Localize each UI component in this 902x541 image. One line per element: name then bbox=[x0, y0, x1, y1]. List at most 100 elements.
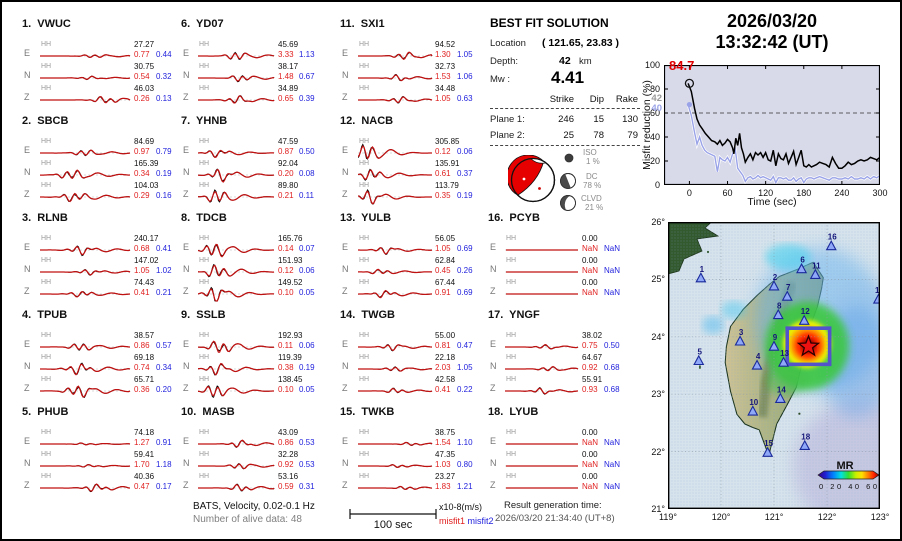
misfit2-value: 0.50 bbox=[604, 341, 620, 350]
station-header: 16. PCYB bbox=[488, 212, 540, 224]
dc-label: DC 78 % bbox=[583, 172, 601, 190]
channel-label: HH bbox=[359, 182, 370, 189]
synthetic-waveform bbox=[198, 340, 275, 353]
misfit1-value: 0.68 bbox=[134, 244, 150, 253]
alive-data-info: Number of alive data: 48 bbox=[193, 514, 302, 525]
y-tick-label: 100 bbox=[644, 60, 660, 70]
station-number: 7. bbox=[181, 115, 191, 127]
component-label: N bbox=[490, 458, 497, 468]
peak-amplitude: 53.16 bbox=[278, 472, 299, 481]
channel-label: HH bbox=[41, 138, 52, 145]
misfit1-value: 0.54 bbox=[134, 72, 150, 81]
component-label: E bbox=[342, 145, 349, 155]
channel-label: HH bbox=[199, 376, 210, 383]
peak-amplitude: 38.75 bbox=[435, 428, 456, 437]
misfit1-value: NaN bbox=[582, 288, 599, 297]
misfit2-value: 1.05 bbox=[457, 363, 473, 372]
component-label: E bbox=[490, 242, 497, 252]
component-label: E bbox=[342, 242, 349, 252]
x-tick-label: 120 bbox=[758, 188, 774, 198]
map-lat-label: 24° bbox=[651, 331, 665, 342]
waveform-trace bbox=[358, 464, 433, 468]
misfit2-value: 0.80 bbox=[457, 460, 473, 469]
colorbar-ticks: 0 20 40 60 bbox=[819, 482, 877, 491]
component-label: N bbox=[342, 458, 349, 468]
component-label: N bbox=[183, 361, 190, 371]
synthetic-waveform bbox=[358, 387, 433, 393]
peak-amplitude: 64.67 bbox=[582, 353, 603, 362]
component-label: Z bbox=[490, 480, 496, 490]
best-solution-marker bbox=[684, 78, 695, 89]
station-header: 15. TWKB bbox=[340, 406, 394, 418]
station-header: 18. LYUB bbox=[488, 406, 538, 418]
station-header: 3. RLNB bbox=[22, 212, 68, 224]
misfit2-value: 0.79 bbox=[156, 147, 172, 156]
synthetic-waveform bbox=[40, 75, 131, 80]
map-station-triangle bbox=[781, 290, 793, 301]
station-number: 14. bbox=[340, 309, 356, 321]
component-label: E bbox=[24, 436, 31, 446]
component-label: N bbox=[342, 70, 349, 80]
channel-label: HH bbox=[506, 376, 517, 383]
component-label: N bbox=[183, 167, 190, 177]
channel-label: HH bbox=[199, 85, 210, 92]
map-station-id: 16 bbox=[828, 233, 837, 242]
channel-label: HH bbox=[359, 376, 370, 383]
col-header-strike: Strike bbox=[549, 94, 574, 105]
iso-label: ISO 1 % bbox=[583, 148, 600, 166]
col-header-dip: Dip bbox=[589, 94, 604, 105]
synthetic-waveform bbox=[40, 169, 131, 180]
synthetic-waveform bbox=[358, 169, 432, 181]
waveform-trace bbox=[40, 245, 131, 257]
synthetic-waveform bbox=[40, 54, 131, 59]
iso-name: ISO bbox=[583, 148, 597, 157]
misfit1-value: 1.70 bbox=[134, 460, 150, 469]
peak-amplitude: 113.79 bbox=[435, 181, 459, 190]
misfit1-value: 0.92 bbox=[278, 460, 294, 469]
waveform-trace bbox=[198, 439, 275, 448]
channel-label: HH bbox=[199, 429, 210, 436]
peak-amplitude: 0.00 bbox=[582, 256, 598, 265]
station-header: 6. YD07 bbox=[181, 18, 224, 30]
misfit2-value: 0.50 bbox=[299, 147, 315, 156]
map-station-triangle bbox=[693, 354, 705, 366]
misfit2-value: 0.20 bbox=[156, 385, 172, 394]
synthetic-waveform bbox=[198, 463, 275, 470]
component-label: N bbox=[24, 70, 31, 80]
component-label: Z bbox=[183, 383, 189, 393]
solution-title: BEST FIT SOLUTION bbox=[490, 16, 609, 30]
map-station-triangle bbox=[747, 405, 759, 416]
misfit1-value: 3.33 bbox=[278, 50, 294, 59]
station-header: 12. NACB bbox=[340, 115, 393, 127]
waveform-trace bbox=[505, 249, 578, 251]
channel-label: HH bbox=[359, 354, 370, 361]
map-station-id: 13 bbox=[780, 349, 789, 358]
map-station-triangle bbox=[872, 293, 880, 304]
waveform-trace bbox=[198, 483, 275, 492]
station-name: TWGB bbox=[358, 309, 395, 321]
peak-amplitude: 34.48 bbox=[435, 84, 456, 93]
channel-label: HH bbox=[359, 85, 370, 92]
misfit1-value: 0.74 bbox=[134, 363, 150, 372]
misfit1-value: 0.34 bbox=[134, 169, 150, 178]
component-label: E bbox=[490, 436, 497, 446]
map-lon-label: 121° bbox=[764, 512, 784, 522]
synthetic-waveform bbox=[358, 145, 432, 160]
peak-amplitude: 0.00 bbox=[582, 278, 598, 287]
misfit2-value: 0.34 bbox=[156, 363, 172, 372]
component-label: E bbox=[342, 339, 349, 349]
peak-amplitude: 151.93 bbox=[278, 256, 303, 265]
map-canvas: 123456789101112131415161718 MR 0 20 40 6… bbox=[668, 222, 880, 509]
peak-amplitude: 55.91 bbox=[582, 375, 603, 384]
component-label: Z bbox=[183, 286, 189, 296]
station-header: 9. SSLB bbox=[181, 309, 226, 321]
peak-amplitude: 45.69 bbox=[278, 40, 299, 49]
synthetic-waveform bbox=[505, 344, 579, 350]
channel-label: HH bbox=[359, 257, 370, 264]
station-name: TWKB bbox=[358, 406, 395, 418]
misfit1-value: 1.05 bbox=[435, 94, 451, 103]
component-label: N bbox=[183, 70, 190, 80]
waveform-trace bbox=[40, 483, 130, 493]
peak-amplitude: 74.43 bbox=[134, 278, 155, 287]
channel-label: HH bbox=[199, 138, 210, 145]
